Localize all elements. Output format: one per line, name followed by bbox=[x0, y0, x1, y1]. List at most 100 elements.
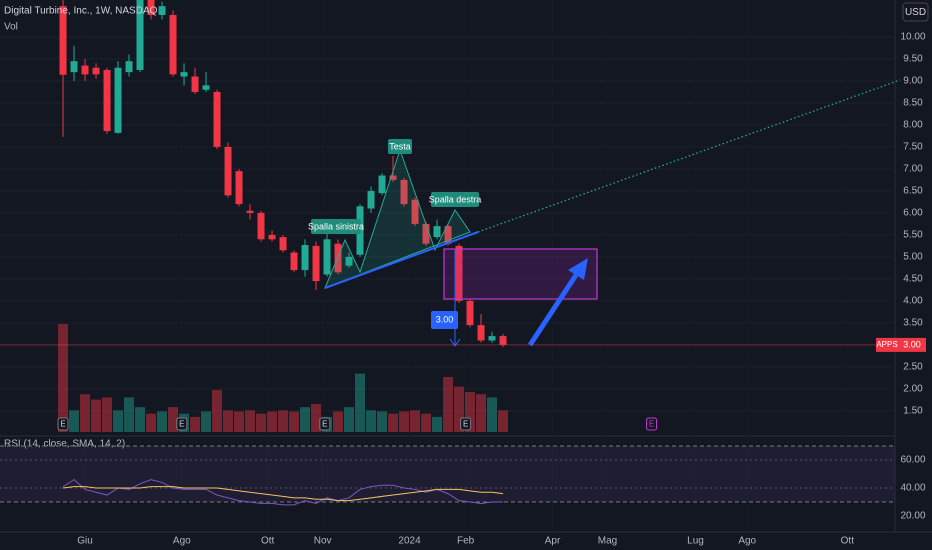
volume-bar bbox=[113, 410, 124, 432]
volume-bar bbox=[223, 410, 234, 432]
volume-bar bbox=[80, 394, 91, 432]
event-marker bbox=[57, 417, 69, 431]
candle-body bbox=[268, 234, 276, 240]
rsi-line bbox=[62, 479, 504, 506]
y-tick-label: 5.00 bbox=[903, 252, 923, 263]
volume-bar bbox=[421, 413, 432, 432]
candle-body bbox=[59, 6, 67, 75]
candle-body bbox=[367, 190, 375, 209]
volume-bar bbox=[146, 413, 157, 432]
y-tick-label: 5.50 bbox=[903, 230, 923, 241]
rsi-tick-label: 60.00 bbox=[900, 455, 925, 466]
x-tick-label: Mag bbox=[598, 536, 617, 547]
candle-body bbox=[246, 210, 254, 213]
y-tick-label: 4.50 bbox=[903, 274, 923, 285]
candle-body bbox=[433, 226, 441, 238]
x-tick-label: Giu bbox=[77, 536, 93, 547]
annotation-box bbox=[311, 219, 361, 234]
x-tick-label: Ago bbox=[738, 536, 756, 547]
event-label: E bbox=[322, 420, 327, 429]
candle-body bbox=[70, 61, 78, 73]
event-marker bbox=[319, 417, 331, 431]
volume-bar bbox=[256, 413, 267, 432]
candle-body bbox=[103, 69, 111, 132]
candle-body bbox=[499, 336, 507, 345]
y-tick-label: 2.50 bbox=[903, 362, 923, 373]
neckline-extension bbox=[477, 79, 901, 233]
candle-body bbox=[290, 252, 298, 271]
x-tick-label: Ago bbox=[173, 536, 191, 547]
y-tick-label: 7.50 bbox=[903, 142, 923, 153]
candle-body bbox=[114, 67, 122, 133]
candle-body bbox=[136, 0, 144, 70]
candle-body bbox=[169, 14, 177, 75]
candle-body bbox=[455, 245, 463, 301]
volume-bar bbox=[201, 411, 212, 432]
candle-body bbox=[444, 226, 452, 244]
volume-bar bbox=[498, 410, 509, 432]
volume-bar bbox=[410, 410, 421, 432]
y-tick-label: 10.00 bbox=[900, 32, 925, 43]
volume-bar bbox=[91, 399, 102, 432]
candle-body bbox=[466, 300, 474, 326]
volume-bar bbox=[190, 416, 201, 432]
measure-box bbox=[431, 311, 458, 329]
volume-bar bbox=[399, 411, 410, 432]
volume-bar bbox=[366, 410, 377, 432]
volume-bar bbox=[476, 394, 487, 432]
currency[interactable]: USD bbox=[905, 7, 926, 18]
volume-bar bbox=[377, 411, 388, 432]
volume-bar bbox=[388, 413, 399, 432]
x-tick-label: Nov bbox=[314, 536, 332, 547]
target-zone bbox=[443, 248, 598, 300]
volume-bar bbox=[333, 411, 344, 432]
event-label: E bbox=[60, 420, 65, 429]
candle-body bbox=[224, 146, 232, 196]
rsi-band bbox=[0, 446, 895, 503]
candle-body bbox=[312, 245, 320, 282]
y-tick-label: 3.50 bbox=[903, 318, 923, 329]
x-tick-label: Ott bbox=[841, 536, 855, 547]
x-tick-label: Feb bbox=[457, 536, 475, 547]
volume-bar bbox=[124, 397, 135, 432]
volume-bar bbox=[212, 389, 223, 432]
y-tick-label: 9.00 bbox=[903, 76, 923, 87]
x-tick-label: 2024 bbox=[398, 536, 421, 547]
neckline bbox=[324, 231, 479, 289]
candle-body bbox=[389, 175, 397, 180]
event-marker bbox=[176, 417, 188, 431]
currency-button[interactable] bbox=[902, 2, 929, 22]
projection-arrow-head bbox=[568, 258, 588, 280]
candle-body bbox=[400, 179, 408, 205]
rsi-tick-label: 20.00 bbox=[900, 511, 925, 522]
volume-bar bbox=[443, 376, 454, 432]
y-tick-label: 4.00 bbox=[903, 296, 923, 307]
volume-bar bbox=[355, 373, 366, 432]
event-marker bbox=[460, 417, 472, 431]
volume-bar bbox=[267, 411, 278, 432]
projection-arrow bbox=[527, 270, 581, 347]
volume-bar bbox=[289, 411, 300, 432]
candle-body bbox=[301, 245, 309, 271]
annotation-box bbox=[431, 192, 479, 207]
volume-label: Vol bbox=[4, 22, 18, 33]
x-tick-label: Ott bbox=[261, 536, 275, 547]
candle-body bbox=[213, 91, 221, 147]
symbol-tag bbox=[876, 337, 898, 352]
volume-bar bbox=[245, 410, 256, 432]
y-tick-label: 6.00 bbox=[903, 208, 923, 219]
candle-body bbox=[92, 67, 100, 75]
rsi-title: RSI (14, close, SMA, 14, 2) bbox=[4, 439, 125, 450]
volume-bar bbox=[432, 416, 443, 432]
candle-body bbox=[422, 223, 430, 244]
annotation: Spalla sinistra bbox=[308, 221, 364, 231]
candle-body bbox=[81, 65, 89, 75]
candle-body bbox=[257, 212, 265, 240]
volume-bar bbox=[300, 407, 311, 432]
y-tick-label: 7.00 bbox=[903, 164, 923, 175]
y-tick-label: 8.00 bbox=[903, 120, 923, 131]
annotation: Testa bbox=[389, 141, 411, 151]
volume-bar bbox=[157, 411, 168, 432]
